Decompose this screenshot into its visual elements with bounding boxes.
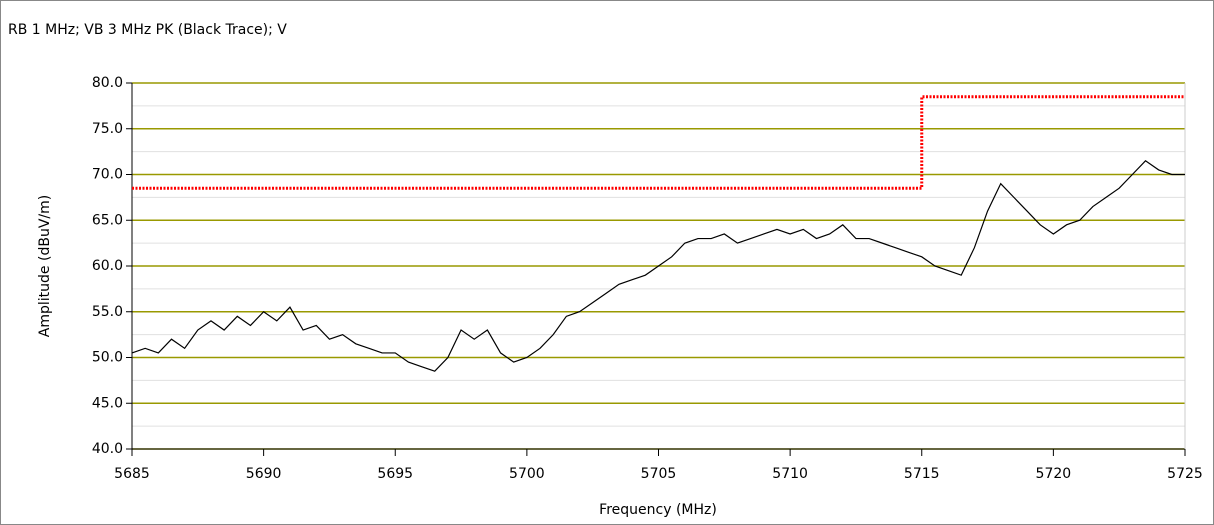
y-tick-label: 45.0 [92, 395, 123, 411]
x-tick-label: 5715 [904, 466, 940, 482]
y-tick-label: 70.0 [92, 167, 123, 183]
chart-title: RB 1 MHz; VB 3 MHz PK (Black Trace); V [8, 22, 287, 38]
y-tick-label: 65.0 [92, 212, 123, 228]
x-tick-label: 5705 [641, 466, 677, 482]
y-tick-label: 75.0 [92, 121, 123, 137]
y-axis-label: Amplitude (dBuV/m) [37, 195, 53, 337]
x-tick-label: 5685 [114, 466, 150, 482]
x-tick-label: 5695 [377, 466, 413, 482]
x-tick-label: 5700 [509, 466, 545, 482]
x-axis-label: Frequency (MHz) [599, 502, 717, 518]
y-tick-label: 60.0 [92, 258, 123, 274]
y-tick-label: 55.0 [92, 304, 123, 320]
x-tick-label: 5710 [772, 466, 808, 482]
x-tick-label: 5690 [246, 466, 282, 482]
x-tick-label: 5725 [1167, 466, 1203, 482]
series-line [131, 159, 1185, 372]
x-tick-label: 5720 [1036, 466, 1072, 482]
y-tick-label: 50.0 [92, 350, 123, 366]
y-tick-label: 80.0 [92, 75, 123, 91]
y-tick-label: 40.0 [92, 441, 123, 457]
series-line [132, 95, 1185, 190]
